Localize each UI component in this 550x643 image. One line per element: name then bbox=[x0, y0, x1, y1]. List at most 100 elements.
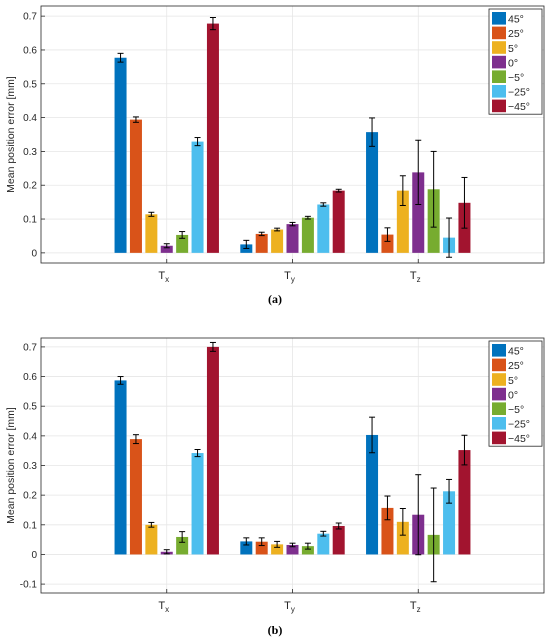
bar bbox=[160, 245, 173, 253]
y-tick-label: 0.5 bbox=[23, 402, 37, 413]
legend-swatch bbox=[492, 41, 506, 54]
legend-swatch bbox=[492, 70, 506, 83]
bar bbox=[191, 453, 204, 555]
y-tick-label: 0.7 bbox=[23, 342, 37, 353]
x-tick-label: Tz bbox=[410, 600, 421, 614]
y-tick-label: 0 bbox=[31, 248, 37, 259]
axes-box bbox=[40, 337, 545, 594]
legend-label: 0° bbox=[508, 389, 518, 401]
bar bbox=[114, 57, 127, 253]
y-tick-label: 0.5 bbox=[23, 79, 37, 90]
y-tick-label: 0.4 bbox=[23, 113, 37, 124]
legend-swatch bbox=[492, 417, 506, 430]
legend-swatch bbox=[492, 85, 506, 98]
axes-box bbox=[40, 5, 545, 264]
legend-label: −5° bbox=[508, 404, 524, 416]
legend-label: 25° bbox=[508, 360, 524, 372]
legend-swatch bbox=[492, 387, 506, 401]
x-tick-label-sub: z bbox=[417, 605, 421, 614]
bar bbox=[332, 525, 345, 555]
x-tick-label-main: T bbox=[410, 600, 417, 612]
legend-label: 45° bbox=[508, 14, 524, 26]
legend-swatch bbox=[492, 12, 506, 25]
legend-swatch bbox=[492, 402, 506, 415]
bar bbox=[114, 380, 127, 555]
x-tick-label-main: T bbox=[410, 270, 417, 282]
bar bbox=[255, 541, 268, 555]
legend-label: −45° bbox=[508, 433, 530, 445]
bar bbox=[145, 214, 158, 253]
legend-label: −25° bbox=[508, 87, 530, 99]
x-tick-label-main: T bbox=[158, 600, 165, 612]
bar bbox=[381, 234, 394, 253]
bar bbox=[271, 229, 284, 253]
x-tick-label-sub: y bbox=[291, 275, 295, 284]
x-tick-label-main: T bbox=[284, 270, 291, 282]
bar bbox=[366, 434, 379, 555]
bar bbox=[396, 190, 409, 253]
y-tick-label: -0.1 bbox=[20, 580, 38, 591]
x-tick-label-sub: z bbox=[417, 275, 421, 284]
legend-label: 25° bbox=[508, 28, 524, 40]
bar bbox=[176, 536, 189, 555]
bar bbox=[145, 524, 158, 555]
bar bbox=[129, 439, 142, 555]
bar bbox=[458, 450, 471, 555]
bar bbox=[443, 491, 456, 555]
x-tick-label: Ty bbox=[284, 270, 295, 284]
y-tick-label: 0 bbox=[31, 550, 37, 561]
bar bbox=[255, 233, 268, 253]
legend-label: 5° bbox=[508, 43, 518, 55]
y-tick-label: 0.3 bbox=[23, 461, 37, 472]
bar bbox=[412, 172, 425, 253]
y-tick-label: 0.1 bbox=[23, 520, 37, 531]
x-tick-label: Ty bbox=[284, 600, 295, 614]
bar bbox=[396, 521, 409, 555]
y-tick-label: 0.6 bbox=[23, 372, 37, 383]
bar bbox=[286, 224, 299, 253]
x-tick-label-main: T bbox=[158, 270, 165, 282]
x-tick-label-sub: y bbox=[291, 605, 295, 614]
legend-swatch bbox=[492, 55, 506, 69]
y-tick-label: 0.4 bbox=[23, 431, 37, 442]
figure-caption: (a) bbox=[268, 292, 282, 306]
bar bbox=[366, 132, 379, 253]
bar bbox=[301, 546, 314, 555]
y-tick-label: 0.2 bbox=[23, 181, 37, 192]
x-tick-label-sub: x bbox=[165, 275, 169, 284]
bar bbox=[317, 533, 330, 555]
bar bbox=[176, 234, 189, 253]
x-tick-label: Tz bbox=[410, 270, 421, 284]
bar bbox=[206, 23, 219, 253]
legend-swatch bbox=[492, 344, 506, 357]
legend-label: −5° bbox=[508, 72, 524, 84]
bar bbox=[332, 190, 345, 253]
bar bbox=[317, 204, 330, 253]
x-tick-label-sub: x bbox=[165, 605, 169, 614]
figure-caption: (b) bbox=[268, 623, 283, 637]
legend-swatch bbox=[492, 99, 506, 113]
bar bbox=[191, 141, 204, 253]
bar bbox=[271, 544, 284, 555]
y-tick-label: 0.1 bbox=[23, 215, 37, 226]
legend-label: 0° bbox=[508, 57, 518, 69]
legend-swatch bbox=[492, 431, 506, 445]
y-tick-label: 0.7 bbox=[23, 12, 37, 23]
legend-label: −45° bbox=[508, 101, 530, 113]
y-tick-label: 0.6 bbox=[23, 45, 37, 56]
x-tick-label: Tx bbox=[158, 270, 169, 284]
x-tick-label: Tx bbox=[158, 600, 169, 614]
bar bbox=[301, 217, 314, 253]
y-tick-label: 0.2 bbox=[23, 491, 37, 502]
y-axis-label: Mean position error [mm] bbox=[5, 76, 17, 193]
legend-label: 45° bbox=[508, 346, 524, 358]
legend-label: −25° bbox=[508, 419, 530, 431]
x-tick-label-main: T bbox=[284, 600, 291, 612]
legend-label: 5° bbox=[508, 375, 518, 387]
bar bbox=[286, 544, 299, 555]
bar bbox=[206, 346, 219, 555]
legend-swatch bbox=[492, 26, 506, 40]
